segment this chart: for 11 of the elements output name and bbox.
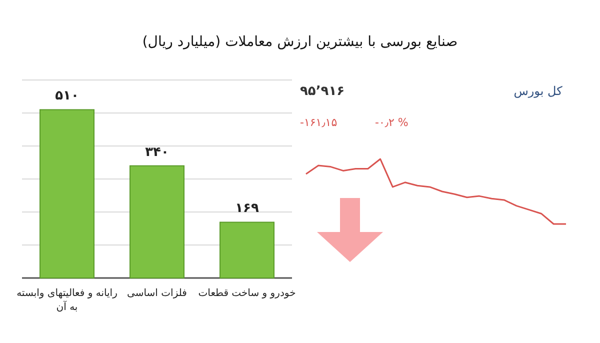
- category-label: خودرو و ساخت قطعات: [198, 288, 296, 299]
- text: ۹۵٬۹۱۶: [300, 84, 345, 99]
- text: -۱۶۱٫۱۵: [300, 116, 338, 129]
- category-label: فلزات اساسی: [127, 288, 187, 299]
- chart-title: کل بورس: [514, 84, 563, 98]
- data-label: ۵۱۰: [55, 88, 79, 104]
- chart-title: صنایع بورسی با بیشترین ارزش معاملات (میلیارد ریال): [142, 34, 458, 50]
- data-label: ۱۶۹: [235, 201, 259, 216]
- category-label: رایانه و فعالیتهای وابسته به آن: [16, 288, 118, 313]
- text: -۰٫۲ %: [375, 116, 408, 129]
- data-label: ۳۴۰: [145, 144, 169, 160]
